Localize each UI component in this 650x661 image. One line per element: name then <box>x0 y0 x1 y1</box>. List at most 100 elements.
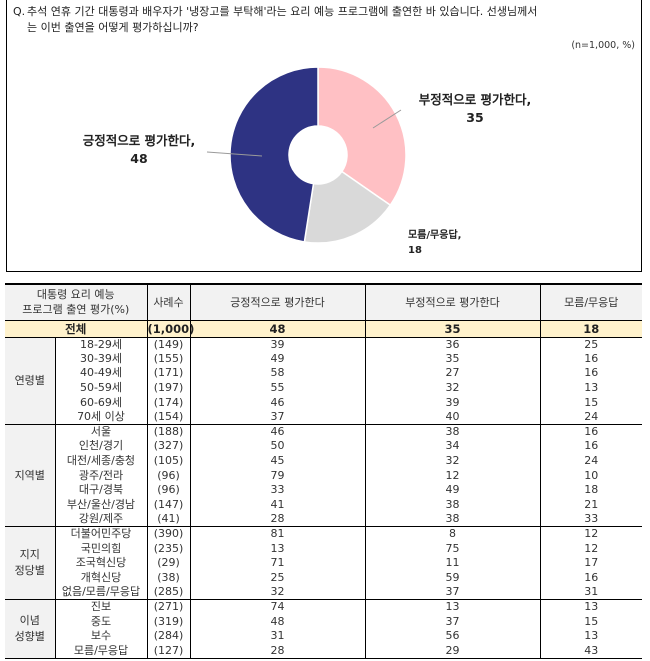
row-negative: 40 <box>364 409 540 426</box>
pie-label-positive: 긍정적으로 평가한다, 48 <box>69 132 209 168</box>
row-label: 40-49세 <box>54 366 147 381</box>
table-row: 60-69세 (174) 46 39 15 <box>5 395 642 410</box>
positive-slice <box>229 66 319 243</box>
table-row: 보수 (284) 31 56 13 <box>5 628 642 644</box>
negative-slice <box>317 66 407 207</box>
pie-label-negative-value: 35 <box>466 110 484 125</box>
row-label: 부산/울산/경남 <box>54 497 147 513</box>
row-positive: 50 <box>189 439 365 454</box>
table-row: 지지 정당별 더불어민주당 (390) 81 8 12 <box>5 526 642 601</box>
table-row: 50-59세 (197) 55 32 13 <box>5 380 642 396</box>
row-unknown: 24 <box>539 453 642 469</box>
row-sample-size: (41) <box>146 512 190 528</box>
donut-chart <box>206 66 407 244</box>
row-positive: 13 <box>189 541 365 556</box>
table-row: 대구/경북 (96) 33 49 18 <box>5 482 642 498</box>
row-label: 강원/제주 <box>54 512 147 528</box>
leader-line-positive <box>206 151 263 157</box>
row-negative: 49 <box>364 482 540 498</box>
table-row: 인천/경기 (327) 50 34 16 <box>5 439 642 454</box>
table-row: 강원/제주 (41) 28 38 33 <box>5 512 642 528</box>
table-row: 모름/무응답 (127) 28 29 43 <box>5 643 642 659</box>
row-positive: 25 <box>189 570 365 586</box>
row-negative: 38 <box>364 424 540 440</box>
header-unknown: 모름/무응답 <box>539 283 642 320</box>
table-row: 연령별 18-29세 (149) 39 36 25 <box>5 336 642 426</box>
row-positive: 81 <box>189 526 365 542</box>
row-unknown: 17 <box>539 555 642 571</box>
row-sample-size: (271) <box>146 599 190 615</box>
row-sample-size: (147) <box>146 497 190 513</box>
header-category: 대통령 요리 예능 프로그램 출연 평가(%) <box>5 283 148 320</box>
row-sample-size: (149) <box>146 336 190 352</box>
row-negative: 75 <box>364 541 540 556</box>
table-header-row: 대통령 요리 예능 프로그램 출연 평가(%) 사례수 긍정적으로 평가한다 부… <box>5 283 642 320</box>
pie-label-negative-name: 부정적으로 평가한다, <box>418 92 532 107</box>
pie-label-unknown-name: 모름/무응답, <box>408 230 462 241</box>
row-negative: 38 <box>364 497 540 513</box>
row-negative: 8 <box>364 526 540 542</box>
row-positive: 31 <box>189 628 365 644</box>
row-sample-size: (188) <box>146 424 190 440</box>
row-unknown: 15 <box>539 395 642 410</box>
row-negative: 34 <box>364 439 540 454</box>
pie-label-negative: 부정적으로 평가한다, 35 <box>405 91 545 127</box>
row-positive: 32 <box>189 585 365 601</box>
row-unknown: 31 <box>539 585 642 601</box>
header-negative: 부정적으로 평가한다 <box>364 283 541 320</box>
row-label: 70세 이상 <box>54 409 147 426</box>
row-label: 50-59세 <box>54 380 147 396</box>
chart-panel: Q. 추석 연휴 기간 대통령과 배우자가 '냉장고를 부탁해'라는 요리 예능 … <box>6 0 642 272</box>
row-label: 진보 <box>54 599 147 615</box>
row-sample-size: (96) <box>146 482 190 498</box>
row-negative: 12 <box>364 468 540 483</box>
row-label: 인천/경기 <box>54 439 147 454</box>
row-unknown: 33 <box>539 512 642 528</box>
total-label: 전체 <box>5 319 147 338</box>
table-row: 광주/전라 (96) 79 12 10 <box>5 468 642 483</box>
row-unknown: 16 <box>539 366 642 381</box>
row-sample-size: (235) <box>146 541 190 556</box>
row-negative: 27 <box>364 366 540 381</box>
pie-label-positive-value: 48 <box>130 151 148 166</box>
total-row: 전체 (1,000) 48 35 18 <box>5 319 642 338</box>
row-unknown: 12 <box>539 526 642 542</box>
row-sample-size: (96) <box>146 468 190 483</box>
row-negative: 38 <box>364 512 540 528</box>
row-negative: 39 <box>364 395 540 410</box>
row-label: 개혁신당 <box>54 570 147 586</box>
row-unknown: 24 <box>539 409 642 426</box>
row-negative: 36 <box>364 336 540 352</box>
question-prefix: Q. <box>13 5 26 18</box>
total-unknown: 18 <box>539 319 642 338</box>
total-n: (1,000) <box>146 319 195 338</box>
row-positive: 45 <box>189 453 365 469</box>
leader-line-negative <box>372 109 402 129</box>
row-label: 모름/무응답 <box>54 643 147 659</box>
table-row: 국민의힘 (235) 13 75 12 <box>5 541 642 556</box>
group-label: 지역별 <box>5 424 55 528</box>
table-row: 조국혁신당 (29) 71 11 17 <box>5 555 642 571</box>
row-negative: 32 <box>364 453 540 469</box>
row-positive: 28 <box>189 643 365 659</box>
row-positive: 79 <box>189 468 365 483</box>
row-label: 서울 <box>54 424 147 440</box>
row-label: 국민의힘 <box>54 541 147 556</box>
group-label: 이념 성향별 <box>5 599 55 659</box>
total-negative: 35 <box>364 319 540 338</box>
row-positive: 28 <box>189 512 365 528</box>
row-sample-size: (38) <box>146 570 190 586</box>
row-label: 30-39세 <box>54 351 147 367</box>
row-sample-size: (284) <box>146 628 190 644</box>
table-row: 30-39세 (155) 49 35 16 <box>5 351 642 367</box>
row-sample-size: (197) <box>146 380 190 396</box>
table-row: 대전/세종/충청 (105) 45 32 24 <box>5 453 642 469</box>
row-sample-size: (154) <box>146 409 190 426</box>
row-label: 조국혁신당 <box>54 555 147 571</box>
row-unknown: 12 <box>539 541 642 556</box>
row-unknown: 16 <box>539 351 642 367</box>
row-sample-size: (319) <box>146 614 190 629</box>
row-negative: 59 <box>364 570 540 586</box>
row-positive: 37 <box>189 409 365 426</box>
pie-label-unknown-value: 18 <box>408 245 422 256</box>
